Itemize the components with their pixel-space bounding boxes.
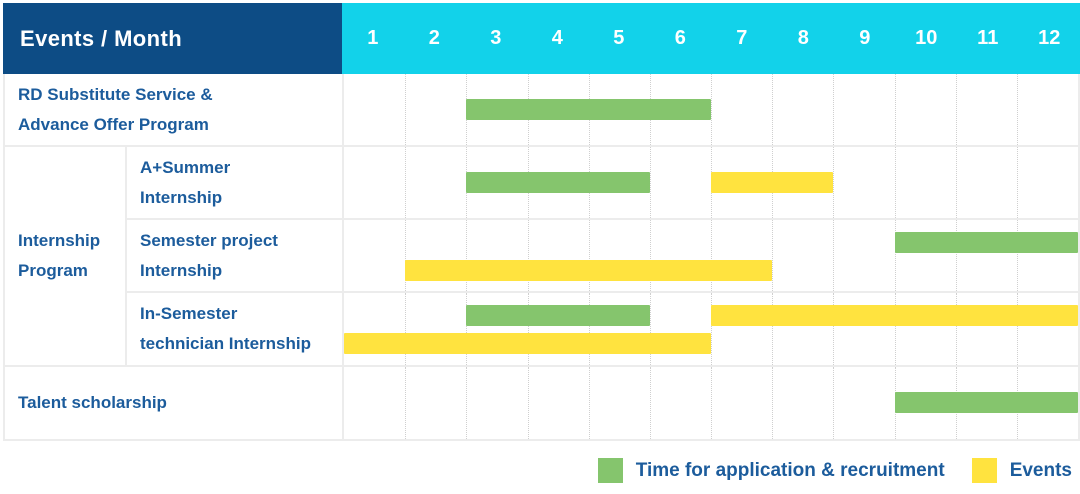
month-gridline: [527, 220, 529, 291]
month-gridline: [527, 367, 529, 439]
gantt-row-semester-project: [344, 220, 1078, 291]
gantt-row-in-semester: [344, 293, 1078, 365]
month-gridline: [833, 147, 835, 218]
month-gridline: [405, 367, 407, 439]
month-gridline: [833, 367, 835, 439]
header-row: Events / Month 1 2 3 4 5 6 7 8 9 10 11 12: [3, 3, 1080, 74]
month-gridline: [466, 367, 468, 439]
label-line: In-Semester: [140, 304, 238, 323]
month-gridline: [711, 74, 712, 145]
month-gridline: [772, 220, 774, 291]
group-label-internship-program: Internship Program: [5, 147, 125, 365]
gantt-row-talent-scholarship: [344, 367, 1078, 439]
month-gridline: [649, 367, 651, 439]
legend-green-label: Time for application & recruitment: [635, 459, 945, 481]
month-gridline: [466, 220, 468, 291]
month-gridline: [1016, 74, 1018, 145]
month-gridline: [955, 293, 957, 365]
month-header-cell: 11: [977, 27, 999, 49]
gantt-bar-yellow: [711, 172, 834, 193]
month-gridline: [772, 74, 774, 145]
month-header-cell: 2: [428, 27, 440, 49]
label-line: Semester project: [140, 230, 278, 250]
month-header-row: 1 2 3 4 5 6 7 8 9 10 11 12: [342, 3, 1080, 74]
month-gridline: [527, 293, 529, 365]
gantt-row-a-summer: [344, 147, 1078, 218]
month-header-cell: 12: [1038, 27, 1061, 49]
month-header-cell: 1: [367, 27, 379, 49]
month-gridline: [772, 367, 774, 439]
gantt-row-rd-substitute: [344, 74, 1078, 145]
legend-green-swatch-icon: [597, 458, 623, 483]
month-header-cell: 9: [859, 27, 871, 49]
month-gridline: [894, 293, 896, 365]
gantt-bar-green: [894, 232, 1078, 253]
row-label-rd-substitute: RD Substitute Service & Advance Offer Pr…: [5, 74, 342, 145]
month-header-cell: 7: [736, 27, 748, 49]
month-gridline: [405, 220, 407, 291]
row-label-semester-project: Semester project Internship: [127, 220, 342, 291]
legend: Time for application & recruitment Event…: [597, 458, 1072, 483]
label-line: Internship: [140, 187, 223, 207]
month-gridline: [894, 147, 896, 218]
gantt-bar-green: [466, 99, 711, 120]
row-label-talent-scholarship: Talent scholarship: [5, 367, 342, 439]
month-header-cell: 4: [551, 27, 563, 49]
gantt-body: RD Substitute Service & Advance Offer Pr…: [3, 74, 1080, 441]
month-gridline: [833, 220, 835, 291]
month-gridline: [588, 367, 590, 439]
row-label-in-semester: In-Semester technician Internship: [127, 293, 342, 365]
label-line: technician Internship: [140, 334, 311, 353]
label-line: Internship: [140, 260, 223, 280]
month-gridline: [955, 147, 957, 218]
month-gridline: [405, 147, 407, 218]
month-gridline: [894, 74, 896, 145]
legend-yellow-swatch-icon: [971, 458, 997, 483]
month-header-cell: 6: [674, 27, 686, 49]
month-header-cell: 8: [797, 27, 809, 49]
month-gridline: [711, 293, 712, 365]
gantt-bar-yellow: [344, 333, 711, 354]
month-gridline: [466, 293, 468, 365]
gantt-bar-yellow: [405, 260, 773, 281]
label-line: Talent scholarship: [18, 393, 167, 412]
month-gridline: [649, 147, 651, 218]
label-line: Program: [18, 261, 88, 280]
label-line: A+Summer: [140, 157, 231, 177]
label-line: Internship: [18, 231, 101, 250]
gantt-bar-green: [466, 172, 650, 193]
month-gridline: [772, 293, 774, 365]
legend-yellow-label: Events: [1009, 459, 1072, 481]
month-gridline: [894, 220, 896, 291]
gantt-bar-green: [466, 305, 650, 326]
month-gridline: [711, 220, 712, 291]
month-gridline: [588, 220, 590, 291]
gantt-bar-green: [894, 392, 1078, 413]
row-label-a-summer: A+Summer Internship: [127, 147, 342, 218]
month-header-cell: 10: [915, 27, 938, 49]
month-gridline: [1016, 147, 1018, 218]
label-line: RD Substitute Service &: [18, 84, 213, 104]
month-gridline: [833, 74, 835, 145]
month-gridline: [955, 220, 957, 291]
events-month-header: Events / Month: [3, 3, 342, 74]
month-gridline: [1016, 293, 1018, 365]
month-gridline: [405, 293, 407, 365]
month-gridline: [1016, 220, 1018, 291]
month-gridline: [649, 293, 651, 365]
gantt-bar-yellow: [711, 305, 1078, 326]
month-gridline: [711, 367, 712, 439]
month-gridline: [588, 293, 590, 365]
gantt-table: Events / Month 1 2 3 4 5 6 7 8 9 10 11 12 RD Substi…: [3, 3, 1080, 441]
month-header-cell: 3: [490, 27, 502, 49]
month-gridline: [649, 220, 651, 291]
label-line: Advance Offer Program: [18, 114, 209, 134]
month-gridline: [833, 293, 835, 365]
month-gridline: [955, 74, 957, 145]
month-gridline: [405, 74, 407, 145]
month-header-cell: 5: [613, 27, 625, 49]
